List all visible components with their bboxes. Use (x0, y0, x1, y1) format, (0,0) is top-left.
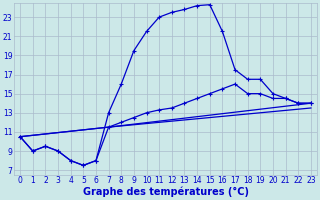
X-axis label: Graphe des températures (°C): Graphe des températures (°C) (83, 187, 249, 197)
